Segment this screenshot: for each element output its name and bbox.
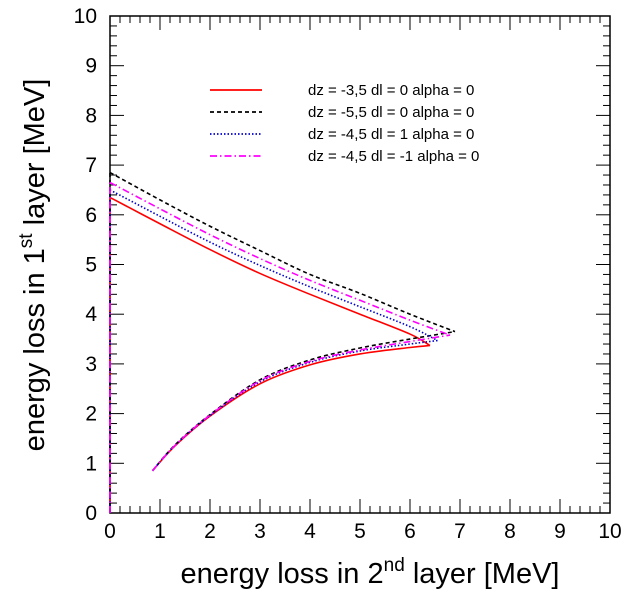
x-tick-label: 10 bbox=[598, 520, 621, 543]
x-tick-label: 5 bbox=[354, 520, 366, 543]
x-axis-title-pre: energy loss in 2 bbox=[181, 558, 384, 590]
y-axis-title: energy loss in 1st layer [MeV] bbox=[16, 79, 51, 452]
x-tick-label: 3 bbox=[254, 520, 266, 543]
series-1-lower-branch bbox=[151, 344, 431, 472]
series-3-upper-branch bbox=[109, 189, 438, 342]
series-4-upper-branch bbox=[109, 181, 451, 336]
x-tick-label: 2 bbox=[204, 520, 216, 543]
x-tick-labels: 0 1 2 3 4 5 6 7 8 9 10 bbox=[104, 520, 622, 543]
axis-ticks bbox=[109, 15, 611, 514]
x-tick-label: 9 bbox=[554, 520, 566, 543]
y-axis-title-post: layer [MeV] bbox=[19, 79, 51, 234]
series-lines bbox=[109, 171, 456, 513]
y-tick-label: 1 bbox=[85, 452, 97, 475]
series-2-lower-branch bbox=[151, 330, 456, 472]
legend: dz = -3,5 dl = 0 alpha = 0 dz = -5,5 dl =… bbox=[210, 82, 479, 165]
series-3-lower-branch bbox=[151, 339, 438, 472]
y-tick-label: 9 bbox=[85, 55, 97, 78]
series-2-upper-branch bbox=[109, 171, 456, 333]
x-axis-title-post: layer [MeV] bbox=[405, 558, 560, 590]
x-tick-label: 7 bbox=[454, 520, 466, 543]
series-4-lower-branch bbox=[151, 334, 451, 472]
y-tick-labels: 0 1 2 3 4 5 6 7 8 9 10 bbox=[74, 5, 98, 525]
y-tick-label: 0 bbox=[85, 502, 97, 525]
y-axis-title-pre: energy loss in 1 bbox=[19, 248, 51, 451]
y-tick-label: 3 bbox=[85, 353, 97, 376]
legend-label-2: dz = -5,5 dl = 0 alpha = 0 bbox=[308, 104, 474, 121]
y-tick-label: 10 bbox=[74, 5, 97, 28]
x-tick-label: 1 bbox=[154, 520, 166, 543]
y-axis-title-sup: st bbox=[16, 233, 37, 249]
x-axis-title-sup: nd bbox=[384, 555, 405, 576]
series-1-upper-branch bbox=[109, 196, 431, 347]
y-tick-label: 7 bbox=[85, 154, 97, 177]
x-tick-label: 4 bbox=[304, 520, 316, 543]
y-tick-label: 2 bbox=[85, 403, 97, 426]
x-tick-label: 8 bbox=[504, 520, 516, 543]
x-tick-label: 6 bbox=[404, 520, 416, 543]
x-axis-title: energy loss in 2nd layer [MeV] bbox=[181, 555, 560, 590]
y-tick-label: 6 bbox=[85, 204, 97, 227]
x-tick-label: 0 bbox=[104, 520, 116, 543]
legend-label-3: dz = -4,5 dl = 1 alpha = 0 bbox=[308, 126, 474, 143]
y-tick-label: 5 bbox=[85, 254, 97, 277]
legend-label-1: dz = -3,5 dl = 0 alpha = 0 bbox=[308, 82, 474, 99]
y-tick-label: 4 bbox=[85, 303, 97, 326]
y-tick-label: 8 bbox=[85, 104, 97, 127]
legend-label-4: dz = -4,5 dl = -1 alpha = 0 bbox=[308, 148, 479, 165]
